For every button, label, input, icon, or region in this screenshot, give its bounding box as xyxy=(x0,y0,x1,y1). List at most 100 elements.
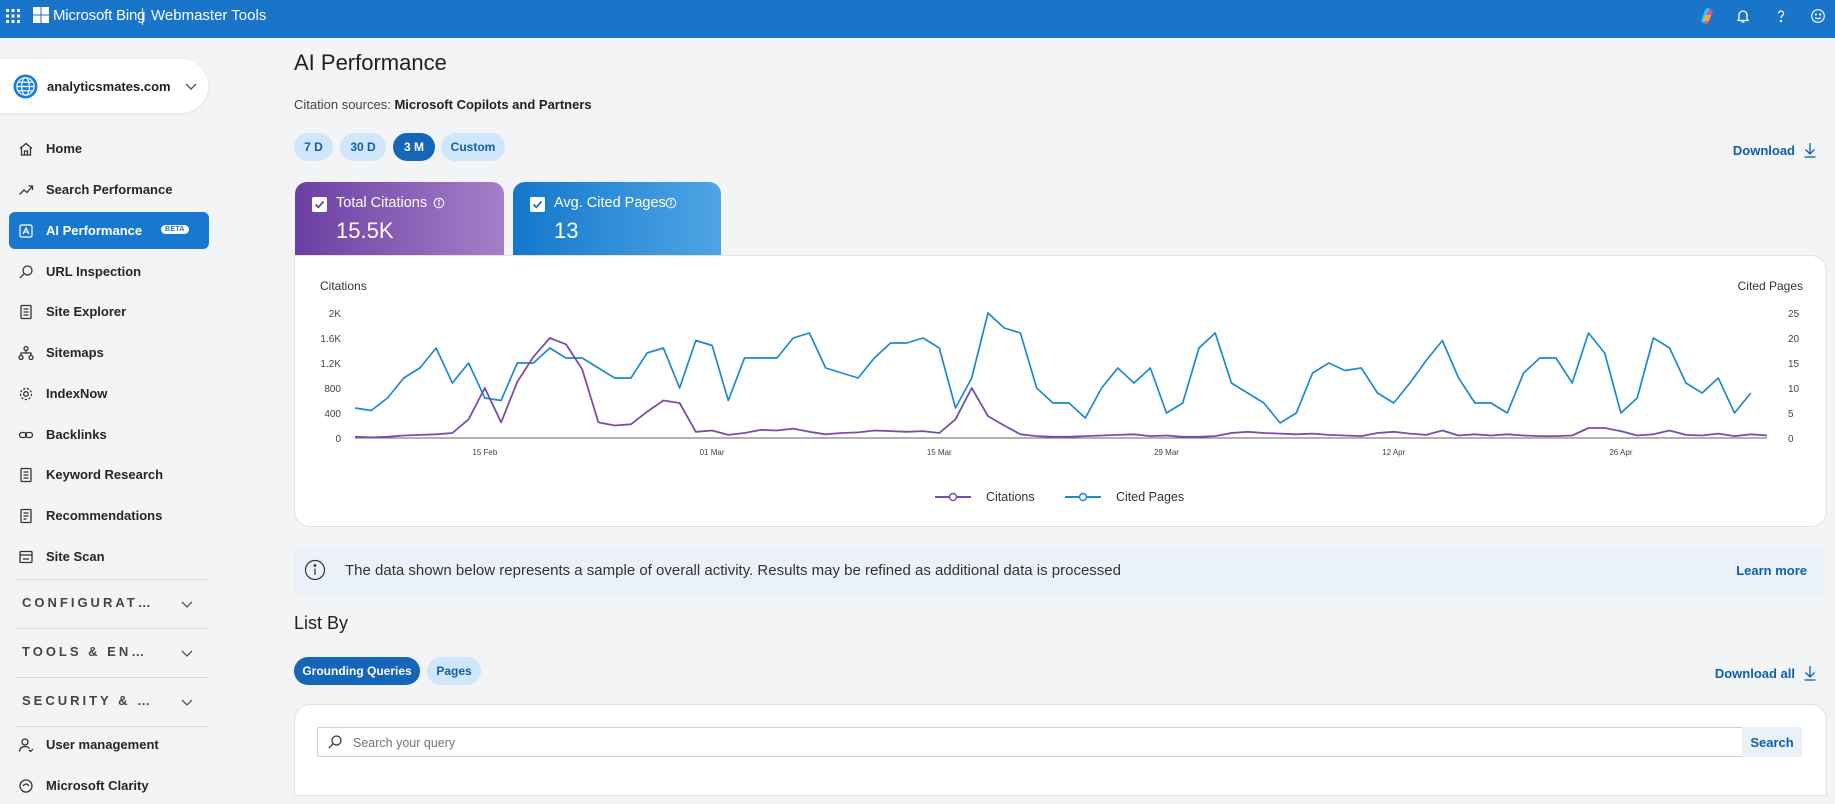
waffle-icon[interactable] xyxy=(6,9,20,23)
sidebar-item-site-scan[interactable]: Site Scan xyxy=(9,538,209,575)
tab-grounding-queries[interactable]: Grounding Queries xyxy=(294,657,420,685)
page-title: AI Performance xyxy=(294,50,447,75)
info-banner: The data shown below represents a sample… xyxy=(294,548,1825,594)
brand-name[interactable]: Microsoft Bing xyxy=(53,7,146,24)
user-icon xyxy=(18,738,34,753)
ai-performance-chart: Citations Cited Pages 2K1.6K1.2K8004000 … xyxy=(320,279,1803,504)
sidebar-item-label: User management xyxy=(46,737,159,752)
sidebar-item-label: Backlinks xyxy=(46,427,107,442)
left-axis-label: Citations xyxy=(320,279,367,293)
sidebar-divider xyxy=(15,677,208,678)
info-icon[interactable] xyxy=(665,197,677,209)
sidebar-item-user-management[interactable]: User management xyxy=(9,726,209,763)
info-icon[interactable] xyxy=(433,197,445,209)
sidebar-divider xyxy=(15,579,208,580)
search-input[interactable] xyxy=(351,731,1735,755)
left-tick-label: 0 xyxy=(335,434,341,445)
checkbox-checked-icon[interactable] xyxy=(312,197,327,212)
range-7d-button[interactable]: 7 D xyxy=(294,133,333,161)
info-circle-icon xyxy=(304,559,326,581)
download-all-button[interactable]: Download all xyxy=(1715,665,1817,681)
checkbox-checked-icon[interactable] xyxy=(530,197,545,212)
sidebar-section-security[interactable]: SECURITY & PRIVACY xyxy=(22,686,202,716)
x-tick-label: 01 Mar xyxy=(700,448,725,457)
metric-card-avg-cited-pages[interactable]: Avg. Cited Pages 13 xyxy=(513,182,721,256)
download-icon xyxy=(1804,666,1816,681)
help-icon[interactable] xyxy=(1771,6,1791,26)
search-button[interactable]: Search xyxy=(1742,727,1802,757)
sidebar-item-ai-performance[interactable]: AI Performance BETA xyxy=(9,212,209,249)
left-tick-label: 400 xyxy=(324,409,341,420)
sidebar-item-search-performance[interactable]: Search Performance xyxy=(9,171,209,208)
magnifier-icon xyxy=(19,265,33,279)
legend-label: Citations xyxy=(986,490,1035,504)
x-tick-label: 29 Mar xyxy=(1154,448,1179,457)
left-tick-label: 1.6K xyxy=(320,334,341,345)
tab-pages[interactable]: Pages xyxy=(427,657,481,685)
sidebar-divider xyxy=(15,628,208,629)
range-custom-button[interactable]: Custom xyxy=(441,133,505,161)
document-icon xyxy=(20,467,32,483)
search-icon xyxy=(328,735,342,749)
series-line-cited-pages[interactable] xyxy=(354,312,1752,424)
sidebar-item-keyword-research[interactable]: Keyword Research xyxy=(9,456,209,493)
sidebar-item-sitemaps[interactable]: Sitemaps xyxy=(9,334,209,371)
sidebar-item-indexnow[interactable]: IndexNow xyxy=(9,375,209,412)
download-button[interactable]: Download xyxy=(1733,142,1817,158)
chevron-down-icon xyxy=(181,699,193,706)
metric-card-total-citations[interactable]: Total Citations 15.5K xyxy=(295,182,504,256)
site-selector[interactable]: analyticsmates.com xyxy=(0,59,208,113)
range-30d-button[interactable]: 30 D xyxy=(340,133,386,161)
sidebar-section-configuration[interactable]: CONFIGURATION xyxy=(22,588,202,618)
scan-icon xyxy=(19,550,33,564)
metric-label: Total Citations xyxy=(336,195,428,211)
sidebar-section-tools[interactable]: TOOLS & ENHANCEMENTS xyxy=(22,637,202,667)
left-tick-label: 2K xyxy=(329,309,342,320)
document-icon xyxy=(20,304,32,320)
legend-item[interactable]: Cited Pages xyxy=(1065,490,1184,504)
series-line-citations[interactable] xyxy=(354,337,1768,439)
sidebar-item-label: Sitemaps xyxy=(46,345,104,360)
gear-icon xyxy=(19,387,33,401)
bell-icon[interactable] xyxy=(1733,6,1753,26)
trend-icon xyxy=(19,185,34,195)
range-3m-button[interactable]: 3 M xyxy=(393,133,435,161)
sidebar-item-backlinks[interactable]: Backlinks xyxy=(9,416,209,453)
sidebar-item-label: Recommendations xyxy=(46,508,163,523)
chart-card: Citations Cited Pages 2K 1.6K 1.2K 800 400 0 … xyxy=(294,255,1827,527)
right-axis-label: Cited Pages xyxy=(1738,279,1803,293)
feedback-icon[interactable] xyxy=(1808,6,1828,26)
download-label: Download xyxy=(1732,142,1795,158)
chevron-down-icon xyxy=(181,650,193,657)
citation-sources-label: Citation sources: xyxy=(294,97,391,112)
left-tick-label: 800 xyxy=(324,384,341,395)
link-icon xyxy=(18,431,34,439)
sidebar-item-microsoft-clarity[interactable]: Microsoft Clarity xyxy=(9,767,209,804)
section-label: SECURITY & PRIVACY xyxy=(22,693,156,708)
product-name[interactable]: Webmaster Tools xyxy=(151,7,267,24)
sidebar-item-label: Site Scan xyxy=(46,549,105,564)
sidebar-item-url-inspection[interactable]: URL Inspection xyxy=(9,253,209,290)
ai-icon xyxy=(19,224,33,238)
learn-more-link[interactable]: Learn more xyxy=(1736,563,1807,578)
sidebar-item-home[interactable]: Home xyxy=(9,130,209,167)
citation-sources-value: Microsoft Copilots and Partners xyxy=(394,97,592,112)
globe-icon xyxy=(13,74,38,99)
sidebar-item-recommendations[interactable]: Recommendations xyxy=(9,497,209,534)
clarity-icon xyxy=(19,779,33,793)
query-table-card: Search xyxy=(294,704,1827,796)
chevron-down-icon[interactable] xyxy=(184,79,198,93)
right-tick-label: 0 xyxy=(1788,434,1794,445)
copilot-icon[interactable] xyxy=(1697,6,1717,26)
section-label: TOOLS & ENHANCEMENTS xyxy=(22,644,156,659)
legend-item[interactable]: Citations xyxy=(935,490,1035,504)
sidebar-item-label: Microsoft Clarity xyxy=(46,778,149,793)
x-tick-label: 26 Apr xyxy=(1609,448,1632,457)
sidebar-item-site-explorer[interactable]: Site Explorer xyxy=(9,293,209,330)
download-all-label: Download all xyxy=(1714,665,1795,681)
metric-value: 15.5K xyxy=(336,218,394,243)
download-icon xyxy=(1804,143,1816,158)
search-query-box[interactable] xyxy=(317,727,1743,757)
right-tick-label: 25 xyxy=(1788,309,1800,320)
home-icon xyxy=(19,142,33,156)
